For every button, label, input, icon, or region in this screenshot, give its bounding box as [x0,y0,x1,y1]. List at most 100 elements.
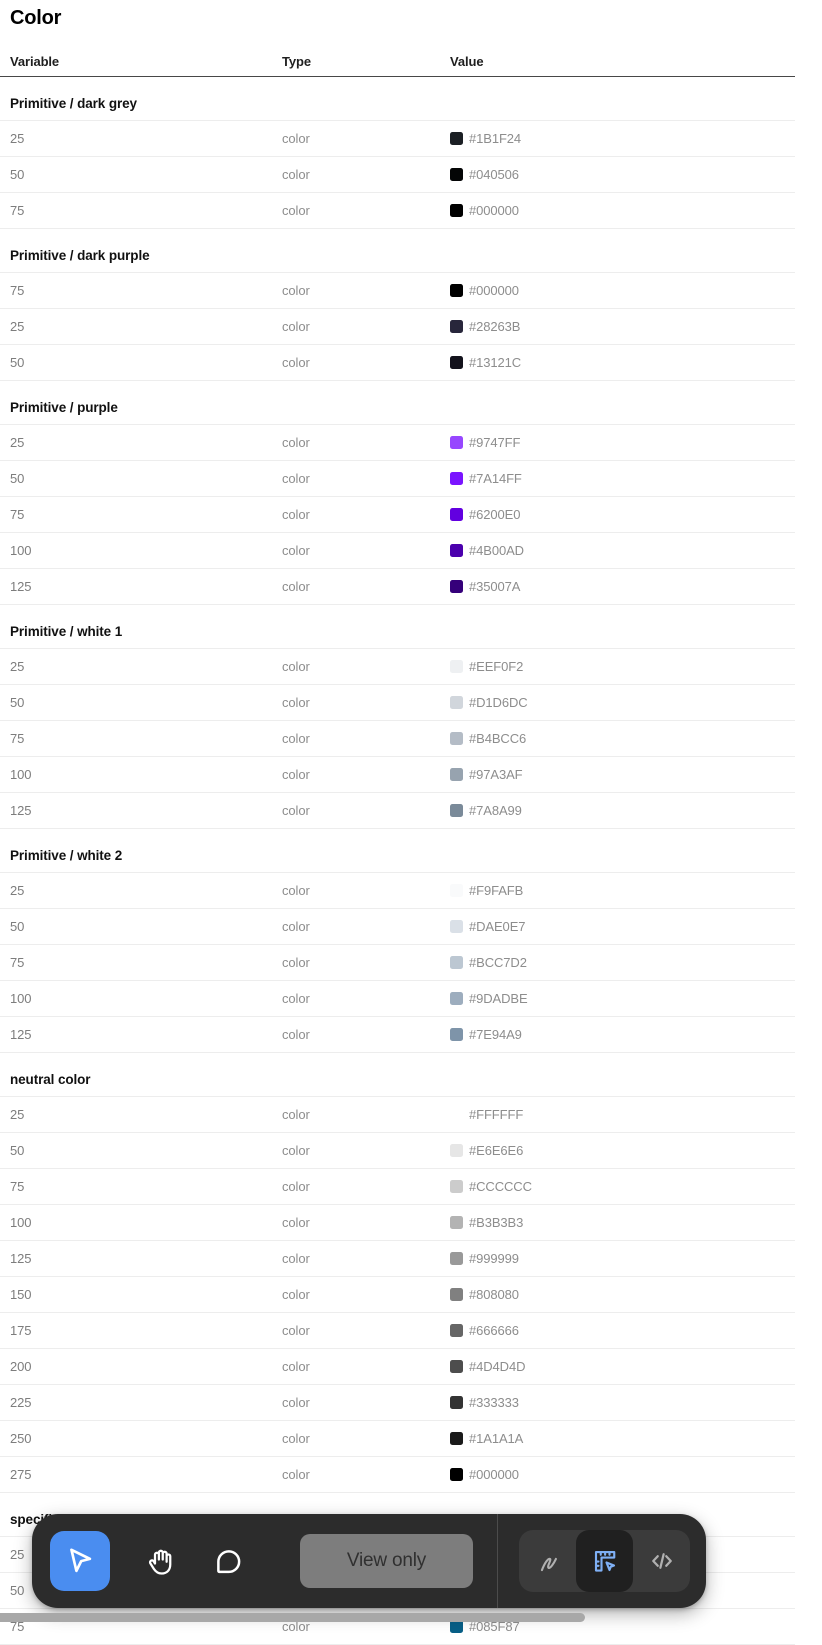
section-rows: 25 color #1B1F24 50 color #040506 75 col… [0,121,795,229]
color-value: #333333 [469,1395,519,1410]
view-only-badge[interactable]: View only [300,1534,473,1588]
color-swatch [450,1180,463,1193]
color-value: #13121C [469,355,522,370]
variable-cell: 100 [10,543,32,558]
measure-icon [594,1550,615,1572]
color-swatch [450,1028,463,1041]
variable-cell: 100 [10,991,32,1006]
variable-section: Primitive / white 2 25 color #F9FAFB 50 … [0,829,795,1053]
value-cell: #000000 [440,283,795,298]
draw-tool-button[interactable] [519,1530,576,1592]
color-swatch [450,508,463,521]
color-value: #999999 [469,1251,519,1266]
value-cell: #B4BCC6 [440,731,795,746]
color-value: #6200E0 [469,507,521,522]
variable-section: Primitive / dark purple 75 color #000000… [0,229,795,381]
table-row: 100 color #4B00AD [0,533,795,569]
color-swatch [450,132,463,145]
type-cell: color [282,543,310,558]
code-icon [651,1553,672,1569]
color-value: #97A3AF [469,767,523,782]
color-swatch [450,1324,463,1337]
type-cell: color [282,1251,310,1266]
variable-cell: 50 [10,1143,25,1158]
type-cell: color [282,1027,310,1042]
variable-cell: 125 [10,803,32,818]
color-value: #BCC7D2 [469,955,527,970]
variable-cell: 225 [10,1395,32,1410]
table-row: 75 color #6200E0 [0,497,795,533]
type-cell: color [282,435,310,450]
color-value: #9747FF [469,435,521,450]
color-value: #7A8A99 [469,803,522,818]
color-value: #000000 [469,283,519,298]
value-cell: #085F87 [440,1619,795,1634]
table-row: 50 color #D1D6DC [0,685,795,721]
table-row: 100 color #B3B3B3 [0,1205,795,1241]
measure-tool-button[interactable] [576,1530,633,1592]
type-cell: color [282,579,310,594]
table-row: 75 color #BCC7D2 [0,945,795,981]
table-row: 150 color #808080 [0,1277,795,1313]
value-cell: #28263B [440,319,795,334]
section-header: Primitive / purple [0,381,795,425]
type-cell: color [282,955,310,970]
table-row: 175 color #666666 [0,1313,795,1349]
variable-cell: 25 [10,883,25,898]
color-swatch [450,1252,463,1265]
variable-cell: 75 [10,955,25,970]
column-header-type: Type [282,54,311,69]
type-cell: color [282,883,310,898]
color-swatch [450,356,463,369]
variable-cell: 75 [10,507,25,522]
value-cell: #DAE0E7 [440,919,795,934]
table-row: 125 color #35007A [0,569,795,605]
hand-tool-button[interactable] [130,1531,190,1591]
table-row: 25 color #EEF0F2 [0,649,795,685]
variable-cell: 50 [10,695,25,710]
type-cell: color [282,1215,310,1230]
type-cell: color [282,1431,310,1446]
section-rows: 25 color #EEF0F2 50 color #D1D6DC 75 col… [0,649,795,829]
color-swatch [450,1360,463,1373]
color-swatch [450,168,463,181]
horizontal-scrollbar[interactable] [0,1613,585,1622]
type-cell: color [282,355,310,370]
value-cell: #333333 [440,1395,795,1410]
table-row: 50 color #DAE0E7 [0,909,795,945]
type-cell: color [282,1359,310,1374]
type-cell: color [282,507,310,522]
table-body: Primitive / dark grey 25 color #1B1F24 5… [0,77,795,1645]
table-row: 50 [0,1573,795,1609]
value-cell: #4B00AD [440,543,795,558]
table-row: 225 color #333333 [0,1385,795,1421]
section-header: neutral color [0,1053,795,1097]
page-title: Color [10,7,62,29]
move-tool-button[interactable] [50,1531,110,1591]
value-cell: #7A8A99 [440,803,795,818]
table-row: 25 color #9747FF [0,425,795,461]
code-tool-button[interactable] [633,1530,690,1592]
color-value: #4D4D4D [469,1359,526,1374]
color-value: #35007A [469,579,521,594]
value-cell: #E6E6E6 [440,1143,795,1158]
value-cell: #7A14FF [440,471,795,486]
variable-cell: 75 [10,203,25,218]
table-row: 125 color #7A8A99 [0,793,795,829]
section-header: Primitive / white 2 [0,829,795,873]
variable-cell: 50 [10,471,25,486]
variable-cell: 50 [10,167,25,182]
scribble-icon [540,1557,557,1572]
variable-cell: 25 [10,435,25,450]
value-cell: #6200E0 [440,507,795,522]
column-header-variable: Variable [10,54,60,69]
color-swatch [450,732,463,745]
color-value: #666666 [469,1323,519,1338]
column-header-value: Value [450,54,484,69]
comment-tool-button[interactable] [198,1531,258,1591]
color-value: #1B1F24 [469,131,522,146]
variable-cell: 175 [10,1323,32,1338]
variable-cell: 25 [10,319,25,334]
variable-cell: 100 [10,767,32,782]
